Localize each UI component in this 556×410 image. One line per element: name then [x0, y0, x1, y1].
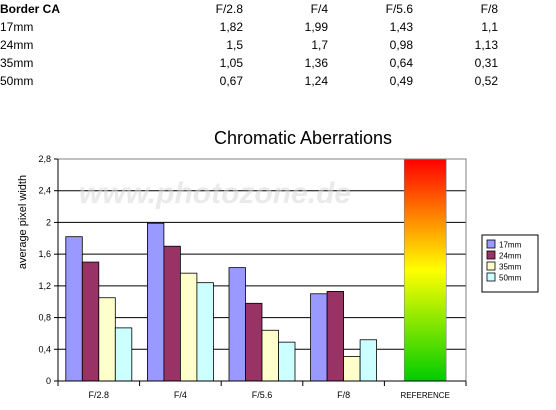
row-label: 17mm	[0, 20, 34, 34]
table-title: Border CA	[0, 2, 61, 16]
table-cell: 0,98	[389, 38, 413, 52]
row-label: 50mm	[0, 74, 34, 88]
bar	[163, 245, 181, 382]
legend-label: 17mm	[499, 241, 522, 250]
legend-swatch	[486, 250, 496, 260]
table-row: 35mm 1,05 1,36 0,64 0,31	[0, 54, 498, 72]
x-tick-label: F/4	[174, 390, 187, 400]
table-cell: 1,36	[304, 56, 328, 70]
table-cell: 0,49	[389, 74, 413, 88]
bar	[326, 291, 345, 382]
legend-label: 50mm	[499, 274, 522, 283]
table-cell: 0,67	[219, 74, 243, 88]
bar	[245, 302, 263, 382]
table-cell: 0,31	[474, 56, 498, 70]
y-tick-label: 1,6	[38, 249, 51, 259]
table-cell: 1,5	[226, 38, 243, 52]
y-tick-label: 0,8	[38, 313, 51, 323]
x-tick-label: F/2.8	[89, 390, 110, 400]
table-cell: 1,82	[219, 20, 243, 34]
bar	[278, 341, 296, 382]
table-row: 50mm 0,67 1,24 0,49 0,52	[0, 72, 498, 90]
x-tick-label: F/8	[337, 390, 350, 400]
table-row: 24mm 1,5 1,7 0,98 1,13	[0, 36, 498, 54]
y-axis-label: average pixel width	[17, 175, 29, 269]
table-cell: 1,43	[389, 20, 413, 34]
table-header-row: Border CA F/2.8 F/4 F/5.6 F/8	[0, 0, 498, 18]
column-header: F/4	[310, 2, 328, 16]
watermark-text: www.photozone.de	[79, 177, 351, 210]
bar	[81, 261, 100, 382]
row-label: 24mm	[0, 38, 34, 52]
legend-label: 24mm	[499, 252, 522, 261]
legend-swatch	[486, 261, 496, 271]
legend-swatch	[486, 272, 496, 282]
y-tick-label: 0	[46, 376, 51, 386]
y-tick-label: 0,4	[38, 344, 51, 354]
column-header: F/2.8	[215, 2, 243, 16]
bar	[196, 282, 214, 382]
bar	[343, 356, 361, 382]
border-ca-table: Border CA F/2.8 F/4 F/5.6 F/8 17mm 1,82 …	[0, 0, 498, 90]
table-cell: 1,1	[481, 20, 498, 34]
legend-swatch	[486, 239, 496, 249]
x-tick-label: F/5.6	[252, 390, 273, 400]
bar	[228, 267, 246, 382]
y-tick-label: 2,4	[38, 186, 51, 196]
table-cell: 1,99	[304, 20, 328, 34]
reference-bar	[403, 158, 447, 382]
column-header: F/5.6	[385, 2, 413, 16]
bar	[359, 339, 378, 382]
y-tick-label: 2	[46, 217, 51, 227]
column-header: F/8	[480, 2, 498, 16]
table-cell: 1,05	[219, 56, 243, 70]
y-tick-label: 1,2	[38, 281, 51, 291]
table-cell: 1,13	[474, 38, 498, 52]
bar	[146, 222, 165, 382]
table-cell: 0,52	[474, 74, 498, 88]
table-cell: 0,64	[389, 56, 413, 70]
bar	[114, 327, 133, 382]
bar	[65, 236, 83, 382]
legend-label: 35mm	[499, 263, 522, 272]
y-tick-label: 2,8	[38, 154, 51, 164]
x-tick-label: REFERENCE	[401, 391, 450, 400]
bar	[179, 272, 198, 382]
bar	[261, 329, 279, 382]
table-row: 17mm 1,82 1,99 1,43 1,1	[0, 18, 498, 36]
table-cell: 1,24	[304, 74, 328, 88]
chart-title: Chromatic Aberrations	[214, 128, 392, 148]
bar	[98, 297, 116, 382]
row-label: 35mm	[0, 56, 34, 70]
table-cell: 1,7	[311, 38, 328, 52]
bar	[310, 293, 328, 382]
